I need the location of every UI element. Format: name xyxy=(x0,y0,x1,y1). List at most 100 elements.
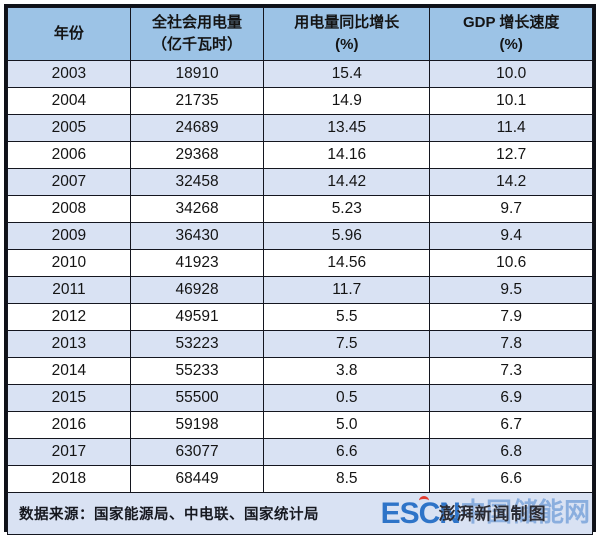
table-row: 2015 55500 0.5 6.9 xyxy=(7,384,593,412)
table-cell: 29368 xyxy=(129,141,265,169)
table-cell: 68449 xyxy=(129,465,265,493)
table-cell: 59198 xyxy=(129,411,265,439)
table-row: 2004 21735 14.9 10.1 xyxy=(7,87,593,115)
data-source-label: 数据来源：国家能源局、中电联、国家统计局 xyxy=(19,507,319,523)
table-cell: 2004 xyxy=(7,87,131,115)
table-cell: 5.96 xyxy=(263,222,431,250)
table-cell: 6.6 xyxy=(263,438,431,466)
table-cell: 14.42 xyxy=(263,168,431,196)
table-cell: 36430 xyxy=(129,222,265,250)
table-cell: 15.4 xyxy=(263,60,431,88)
header-gdp-growth-line1: GDP 增长速度 xyxy=(462,14,560,32)
table-cell: 5.5 xyxy=(263,303,431,331)
table-row: 2013 53223 7.5 7.8 xyxy=(7,330,593,358)
table-cell: 14.56 xyxy=(263,249,431,277)
table-cell: 2014 xyxy=(7,357,131,385)
escn-logo-suffix: 中国储能网 xyxy=(459,496,590,527)
table-cell: 2007 xyxy=(7,168,131,196)
header-consumption-line1: 全社会用电量 xyxy=(152,14,243,32)
table-cell: 9.4 xyxy=(429,222,593,250)
table-cell: 6.9 xyxy=(429,384,593,412)
table-row: 2011 46928 11.7 9.5 xyxy=(7,276,593,304)
header-gdp-growth-line2: (%) xyxy=(499,36,523,53)
table-cell: 14.9 xyxy=(263,87,431,115)
table-cell: 46928 xyxy=(129,276,265,304)
table-cell: 0.5 xyxy=(263,384,431,412)
table-cell: 5.0 xyxy=(263,411,431,439)
table-cell: 2009 xyxy=(7,222,131,250)
table-cell: 9.7 xyxy=(429,195,593,223)
table-row: 2006 29368 14.16 12.7 xyxy=(7,141,593,169)
table-row: 2007 32458 14.42 14.2 xyxy=(7,168,593,196)
table-cell: 10.1 xyxy=(429,87,593,115)
table-cell: 7.3 xyxy=(429,357,593,385)
table-row: 2016 59198 5.0 6.7 xyxy=(7,411,593,439)
table-body: 2003 18910 15.4 10.0 2004 21735 14.9 10.1 2005 24… xyxy=(7,60,593,493)
table-cell: 32458 xyxy=(129,168,265,196)
table-cell: 18910 xyxy=(129,60,265,88)
table-cell: 7.8 xyxy=(429,330,593,358)
table-cell: 2003 xyxy=(7,60,131,88)
table-cell: 5.23 xyxy=(263,195,431,223)
header-consumption-growth-line1: 用电量同比增长 xyxy=(294,14,400,32)
table-cell: 2006 xyxy=(7,141,131,169)
table-cell: 6.8 xyxy=(429,438,593,466)
table-row: 2005 24689 13.45 11.4 xyxy=(7,114,593,142)
table-row: 2003 18910 15.4 10.0 xyxy=(7,60,593,88)
table-cell: 2005 xyxy=(7,114,131,142)
header-consumption-growth-line2: (%) xyxy=(335,36,359,53)
data-table-container: 年份 全社会用电量 （亿千瓦时） 用电量同比增长 (%) GDP 增长速度 (%… xyxy=(4,4,596,535)
table-cell: 49591 xyxy=(129,303,265,331)
table-cell: 55233 xyxy=(129,357,265,385)
table-cell: 3.8 xyxy=(263,357,431,385)
table-row: 2008 34268 5.23 9.7 xyxy=(7,195,593,223)
footer-cell: 数据来源：国家能源局、中电联、国家统计局 ESCN 中国储能网 澎湃新闻制图 xyxy=(7,492,593,535)
table-cell: 24689 xyxy=(129,114,265,142)
table-cell: 13.45 xyxy=(263,114,431,142)
table-cell: 63077 xyxy=(129,438,265,466)
table-row: 2014 55233 3.8 7.3 xyxy=(7,357,593,385)
table-row: 2018 68449 8.5 6.6 xyxy=(7,465,593,493)
footer-row: 数据来源：国家能源局、中电联、国家统计局 ESCN 中国储能网 澎湃新闻制图 xyxy=(7,492,593,535)
table-cell: 6.6 xyxy=(429,465,593,493)
header-consumption: 全社会用电量 （亿千瓦时） xyxy=(129,7,265,61)
table-row: 2009 36430 5.96 9.4 xyxy=(7,222,593,250)
electricity-gdp-table: 年份 全社会用电量 （亿千瓦时） 用电量同比增长 (%) GDP 增长速度 (%… xyxy=(7,7,593,535)
escn-logo-text: ESCN xyxy=(380,495,461,530)
table-row: 2017 63077 6.6 6.8 xyxy=(7,438,593,466)
table-cell: 6.7 xyxy=(429,411,593,439)
header-row: 年份 全社会用电量 （亿千瓦时） 用电量同比增长 (%) GDP 增长速度 (%… xyxy=(7,7,593,61)
table-cell: 2017 xyxy=(7,438,131,466)
table-cell: 14.16 xyxy=(263,141,431,169)
watermark: ESCN 中国储能网 澎湃新闻制图 xyxy=(380,495,590,530)
table-cell: 12.7 xyxy=(429,141,593,169)
table-row: 2010 41923 14.56 10.6 xyxy=(7,249,593,277)
table-cell: 7.9 xyxy=(429,303,593,331)
table-footer: 数据来源：国家能源局、中电联、国家统计局 ESCN 中国储能网 澎湃新闻制图 xyxy=(7,492,593,535)
table-cell: 11.7 xyxy=(263,276,431,304)
header-consumption-line2: （亿千瓦时） xyxy=(152,36,243,53)
table-cell: 2008 xyxy=(7,195,131,223)
footer-inner: 数据来源：国家能源局、中电联、国家统计局 xyxy=(9,494,592,534)
table-cell: 7.5 xyxy=(263,330,431,358)
escn-red-accent-icon xyxy=(418,495,429,505)
table-cell: 2010 xyxy=(7,249,131,277)
table-cell: 53223 xyxy=(129,330,265,358)
table-cell: 55500 xyxy=(129,384,265,412)
table-row: 2012 49591 5.5 7.9 xyxy=(7,303,593,331)
table-cell: 34268 xyxy=(129,195,265,223)
table-cell: 11.4 xyxy=(429,114,593,142)
table-header: 年份 全社会用电量 （亿千瓦时） 用电量同比增长 (%) GDP 增长速度 (%… xyxy=(7,7,593,61)
table-cell: 14.2 xyxy=(429,168,593,196)
table-cell: 41923 xyxy=(129,249,265,277)
table-cell: 2013 xyxy=(7,330,131,358)
watermark-credit: 澎湃新闻制图 xyxy=(438,504,547,523)
table-cell: 2016 xyxy=(7,411,131,439)
table-cell: 2012 xyxy=(7,303,131,331)
table-cell: 2018 xyxy=(7,465,131,493)
table-cell: 2015 xyxy=(7,384,131,412)
table-cell: 2011 xyxy=(7,276,131,304)
table-cell: 10.6 xyxy=(429,249,593,277)
header-gdp-growth: GDP 增长速度 (%) xyxy=(429,7,593,61)
table-cell: 9.5 xyxy=(429,276,593,304)
